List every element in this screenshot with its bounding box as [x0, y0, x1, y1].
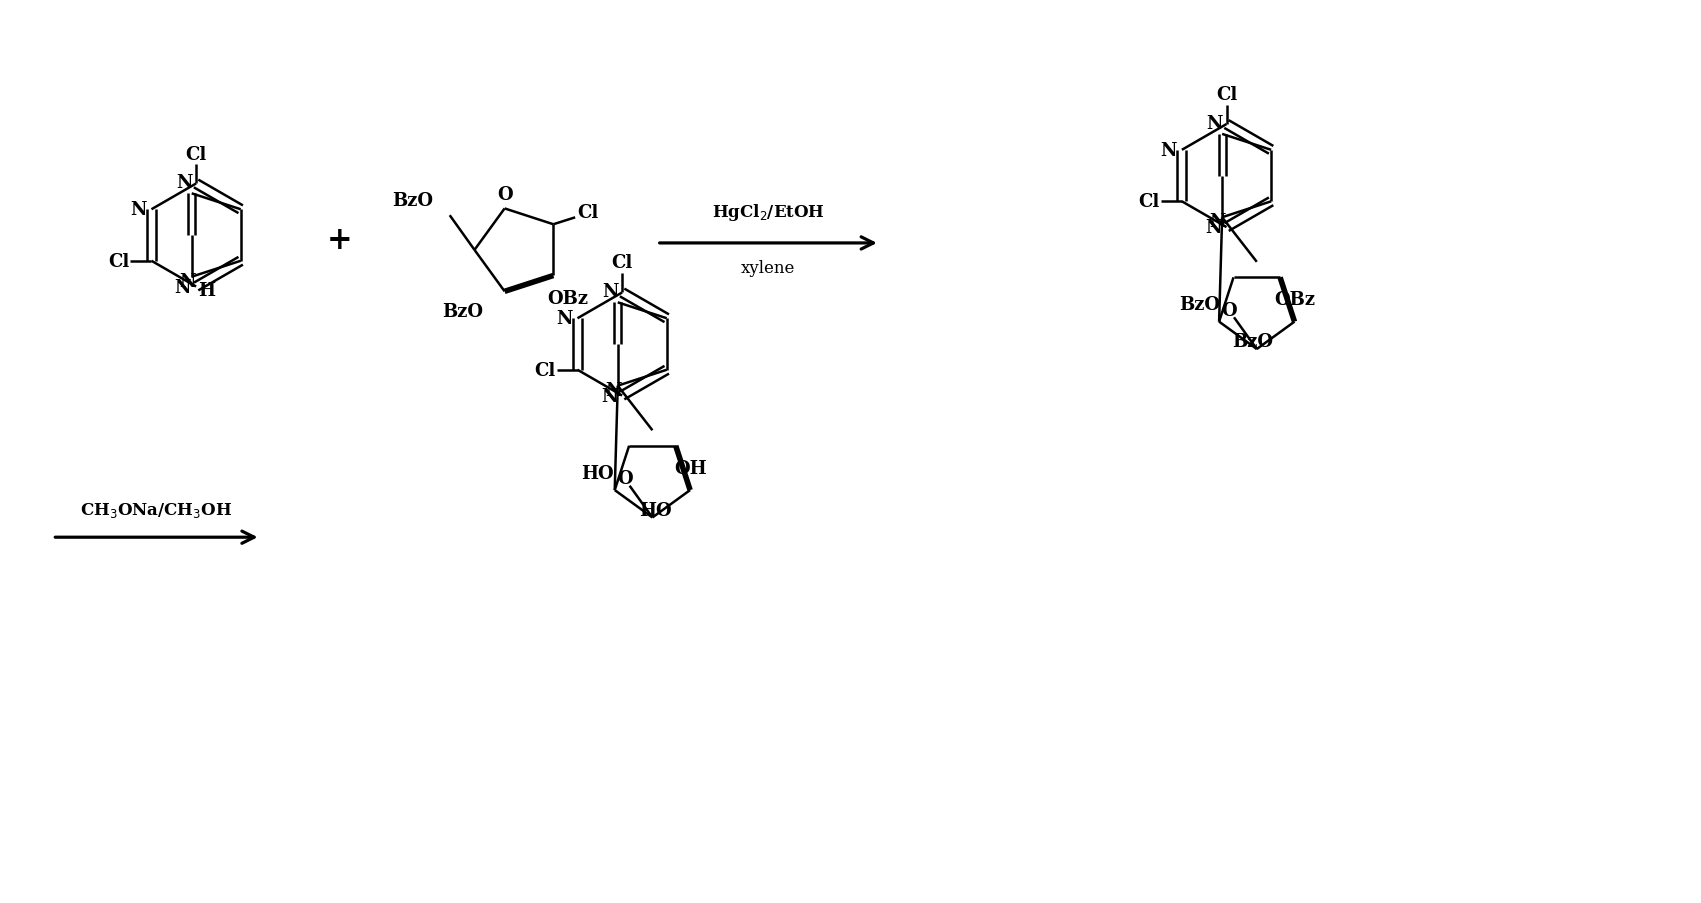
Text: Cl: Cl [577, 204, 599, 222]
Text: N: N [175, 278, 191, 296]
Text: OBz: OBz [548, 290, 589, 308]
Text: BzO: BzO [393, 192, 434, 210]
Text: HO: HO [640, 501, 672, 519]
Text: HgCl$_2$/EtOH: HgCl$_2$/EtOH [711, 201, 825, 222]
Text: N: N [179, 272, 196, 290]
Text: xylene: xylene [742, 260, 796, 277]
Text: Cl: Cl [107, 253, 129, 271]
Text: HO: HO [580, 464, 614, 482]
Text: N: N [1206, 115, 1223, 133]
Text: N: N [1160, 142, 1177, 160]
Text: CH$_3$ONa/CH$_3$OH: CH$_3$ONa/CH$_3$OH [80, 500, 233, 519]
Text: Cl: Cl [534, 361, 555, 379]
Text: N: N [602, 283, 619, 301]
Text: N: N [556, 310, 573, 328]
Text: Cl: Cl [185, 145, 208, 163]
Text: BzO: BzO [442, 303, 483, 321]
Text: N: N [1209, 213, 1226, 231]
Text: BzO: BzO [1233, 333, 1274, 351]
Text: N: N [129, 201, 146, 219]
Text: N: N [175, 173, 192, 191]
Text: Cl: Cl [611, 255, 633, 272]
Text: H: H [199, 282, 216, 300]
Text: OH: OH [674, 459, 708, 477]
Text: Cl: Cl [1216, 86, 1237, 104]
Text: O: O [617, 470, 633, 488]
Text: N: N [1204, 219, 1221, 237]
Text: O: O [1221, 302, 1237, 320]
Text: OBz: OBz [1274, 291, 1315, 309]
Text: O: O [497, 185, 512, 203]
Text: BzO: BzO [1179, 296, 1220, 314]
Text: +: + [327, 225, 352, 256]
Text: Cl: Cl [1138, 193, 1160, 211]
Text: N: N [606, 381, 621, 399]
Text: N: N [600, 387, 617, 405]
